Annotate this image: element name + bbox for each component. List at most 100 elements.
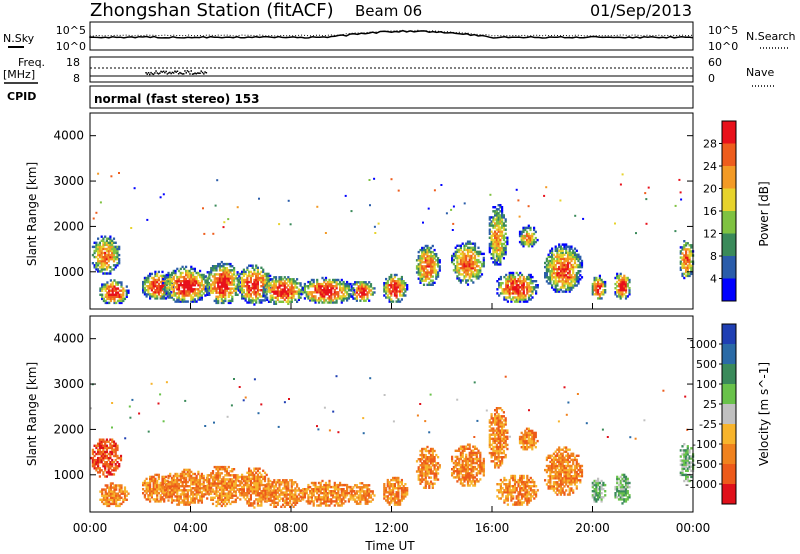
range-cell bbox=[267, 274, 270, 278]
range-cell bbox=[179, 300, 182, 303]
range-cell bbox=[535, 286, 538, 289]
range-cell bbox=[568, 290, 571, 293]
range-cell bbox=[681, 264, 684, 267]
range-cell bbox=[556, 255, 559, 259]
range-cell bbox=[465, 260, 468, 264]
range-cell bbox=[106, 291, 109, 294]
range-cell bbox=[559, 261, 562, 265]
range-cell bbox=[262, 285, 265, 288]
range-cell bbox=[488, 228, 491, 231]
range-cell bbox=[231, 279, 234, 282]
range-cell bbox=[350, 496, 353, 499]
range-cell bbox=[558, 261, 561, 265]
range-cell bbox=[559, 270, 562, 273]
range-cell bbox=[319, 287, 322, 290]
range-cell bbox=[179, 284, 182, 287]
range-cell bbox=[324, 485, 328, 489]
range-cell bbox=[97, 442, 100, 445]
range-cell bbox=[188, 489, 191, 492]
range-cell bbox=[106, 293, 109, 296]
range-cell bbox=[519, 294, 522, 297]
range-cell bbox=[397, 286, 400, 289]
range-cell bbox=[267, 497, 271, 500]
range-cell bbox=[271, 485, 274, 488]
range-cell bbox=[202, 284, 205, 287]
range-cell bbox=[211, 289, 215, 292]
range-cell bbox=[215, 265, 218, 268]
range-cell bbox=[283, 290, 286, 293]
range-cell bbox=[100, 456, 103, 460]
range-cell bbox=[575, 263, 578, 267]
range-cell bbox=[477, 252, 480, 256]
range-cell bbox=[563, 263, 566, 267]
range-cell bbox=[265, 485, 268, 489]
range-cell bbox=[623, 285, 626, 288]
range-cell bbox=[159, 490, 162, 493]
range-cell bbox=[426, 257, 429, 260]
range-cell bbox=[492, 238, 495, 242]
range-cell bbox=[167, 273, 170, 277]
range-cell bbox=[312, 481, 315, 485]
range-cell bbox=[274, 300, 278, 303]
range-cell bbox=[579, 257, 582, 261]
range-cell bbox=[143, 496, 146, 499]
range-cell bbox=[242, 270, 245, 274]
range-cell bbox=[561, 286, 564, 289]
range-cell bbox=[366, 291, 369, 294]
range-cell bbox=[426, 246, 429, 250]
range-cell bbox=[244, 270, 247, 274]
range-cell bbox=[120, 486, 123, 489]
range-cell bbox=[316, 280, 319, 284]
range-cell bbox=[104, 461, 107, 464]
range-cell bbox=[525, 243, 529, 246]
range-cell bbox=[179, 485, 182, 488]
range-cell bbox=[577, 257, 580, 261]
range-cell bbox=[105, 237, 108, 240]
range-cell bbox=[371, 291, 374, 294]
range-cell bbox=[339, 504, 342, 507]
range-cell bbox=[255, 475, 258, 479]
range-cell bbox=[229, 478, 232, 481]
range-cell bbox=[147, 494, 150, 497]
range-cell bbox=[561, 267, 564, 271]
range-cell bbox=[488, 246, 491, 250]
range-cell bbox=[241, 477, 244, 481]
range-cell bbox=[100, 245, 103, 249]
range-cell bbox=[210, 472, 213, 475]
range-cell bbox=[262, 292, 265, 295]
range-cell bbox=[170, 294, 174, 297]
range-cell bbox=[319, 291, 322, 294]
range-cell bbox=[231, 500, 234, 504]
range-cell bbox=[104, 440, 107, 443]
range-cell bbox=[274, 296, 278, 299]
range-cell bbox=[591, 282, 594, 286]
range-cell bbox=[108, 486, 111, 489]
range-cell bbox=[255, 297, 258, 300]
range-cell bbox=[399, 300, 402, 303]
range-cell bbox=[359, 299, 362, 302]
range-cell bbox=[314, 291, 317, 294]
range-cell bbox=[499, 230, 502, 233]
range-cell bbox=[428, 250, 431, 254]
range-cell bbox=[145, 295, 148, 298]
range-cell bbox=[459, 246, 462, 249]
range-cell bbox=[172, 292, 175, 295]
range-cell bbox=[102, 498, 105, 501]
range-cell bbox=[224, 287, 227, 290]
range-cell bbox=[210, 492, 213, 495]
range-cell bbox=[237, 287, 240, 290]
range-cell bbox=[488, 250, 491, 254]
range-cell bbox=[561, 290, 564, 293]
nave-point bbox=[204, 71, 206, 73]
range-cell bbox=[154, 488, 157, 491]
range-cell bbox=[176, 487, 179, 490]
range-cell bbox=[211, 496, 215, 499]
range-cell bbox=[328, 285, 331, 288]
range-cell bbox=[174, 280, 177, 283]
range-cell bbox=[271, 493, 274, 496]
range-cell bbox=[111, 268, 114, 271]
range-cell bbox=[98, 475, 101, 478]
range-cell bbox=[172, 478, 175, 482]
range-cell bbox=[366, 287, 369, 290]
range-cell bbox=[172, 290, 175, 293]
